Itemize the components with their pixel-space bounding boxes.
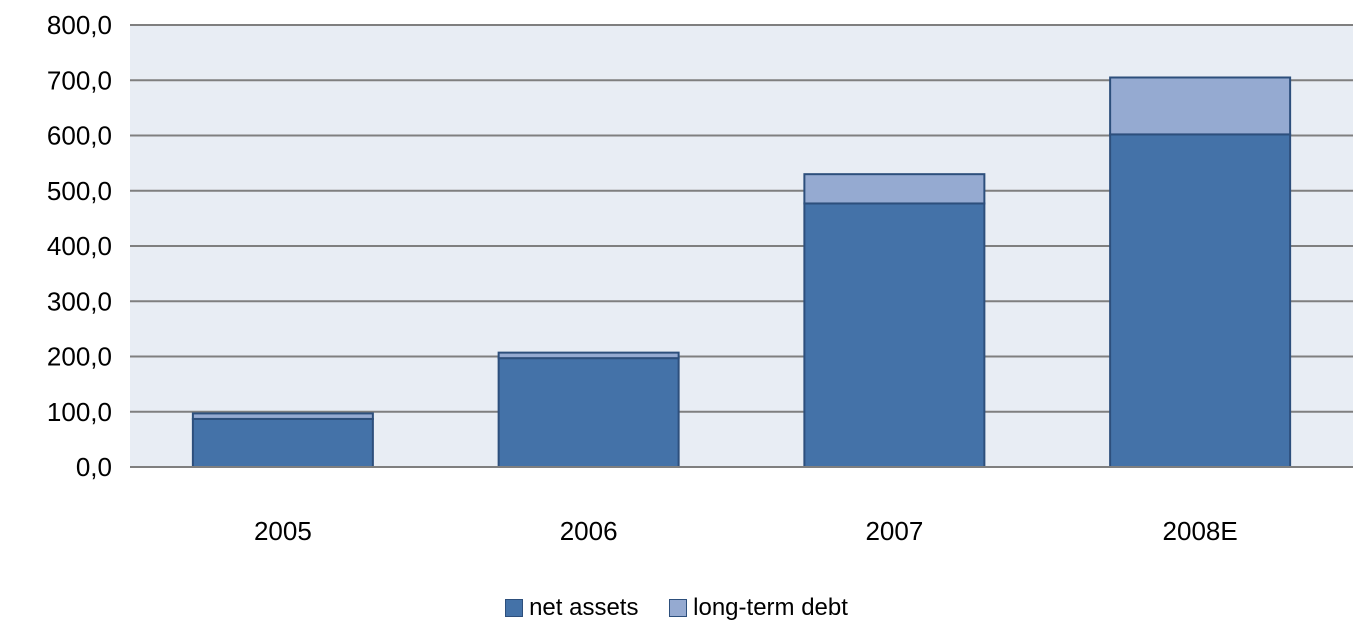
x-tick-label: 2006	[560, 516, 618, 546]
legend: net assets long-term debt	[0, 594, 1353, 624]
x-tick-label: 2007	[865, 516, 923, 546]
bar-net-assets-2008E	[1109, 133, 1292, 469]
y-axis-ticks: 0,0 100,0 200,0 300,0 400,0 500,0 600,0 700,0 80…	[47, 10, 112, 482]
y-tick-label: 0,0	[76, 452, 112, 482]
bar-long-term-debt-2006	[497, 351, 680, 360]
bar-long-term-debt-2008E	[1109, 76, 1292, 136]
bar-net-assets-2006	[497, 357, 680, 468]
bar-long-term-debt-2007	[803, 173, 986, 205]
legend-swatch-long-term-debt	[669, 599, 688, 617]
stacked-bar-chart: 0,0 100,0 200,0 300,0 400,0 500,0 600,0 700,0 80…	[47, 10, 1353, 546]
y-tick-label: 400,0	[47, 231, 112, 261]
legend-label-long-term-debt: long-term debt	[693, 594, 848, 621]
y-tick-label: 700,0	[47, 65, 112, 95]
bars	[191, 76, 1292, 469]
y-tick-label: 300,0	[47, 286, 112, 316]
legend-label-net-assets: net assets	[529, 594, 639, 621]
bar-long-term-debt-2005	[191, 412, 374, 420]
x-axis-ticks: 2005 2006 2007 2008E	[254, 516, 1238, 546]
y-tick-label: 800,0	[47, 10, 112, 40]
y-tick-label: 200,0	[47, 342, 112, 372]
legend-item-net-assets: net assets	[505, 594, 638, 622]
x-tick-label: 2008E	[1163, 516, 1238, 546]
x-tick-label: 2005	[254, 516, 312, 546]
bar-net-assets-2005	[191, 417, 374, 468]
y-tick-label: 600,0	[47, 121, 112, 151]
y-tick-label: 500,0	[47, 176, 112, 206]
legend-item-long-term-debt: long-term debt	[669, 594, 848, 622]
bar-net-assets-2007	[803, 202, 986, 469]
legend-swatch-net-assets	[505, 599, 524, 617]
y-tick-label: 100,0	[47, 397, 112, 427]
